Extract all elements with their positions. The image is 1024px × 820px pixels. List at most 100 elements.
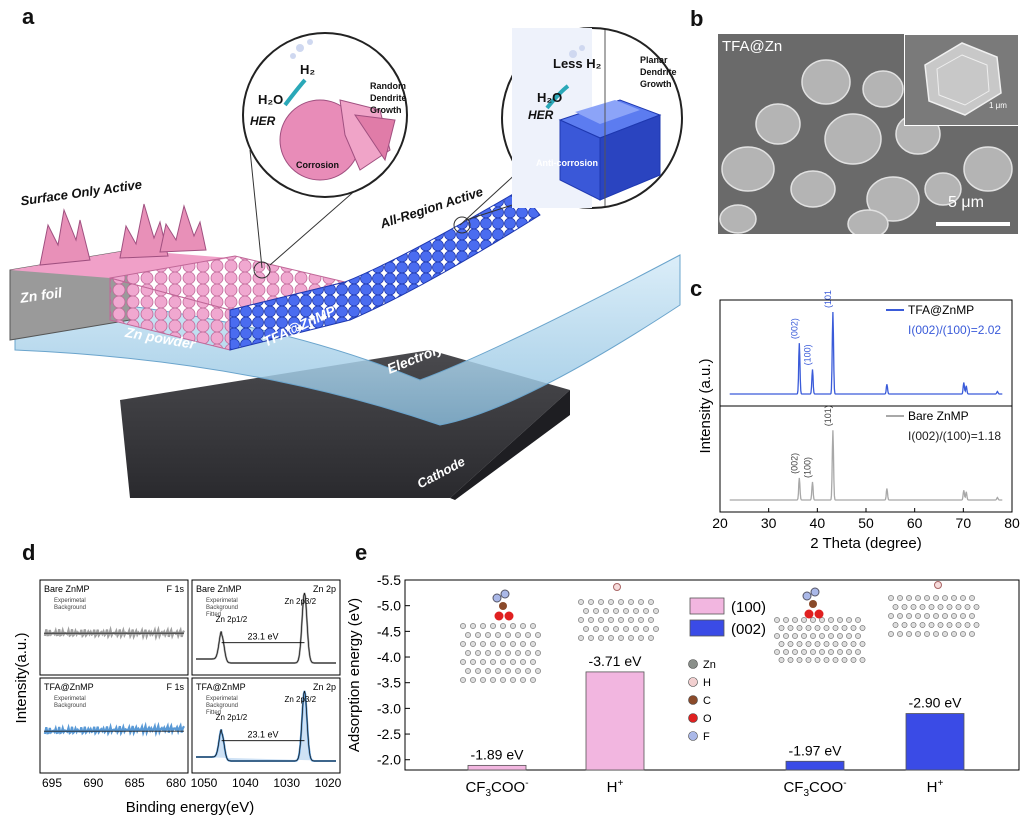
zn-atom-dot [960, 595, 966, 601]
zn-atom-dot [475, 632, 481, 638]
c-atom-dot [499, 602, 507, 610]
zn-atom-dot [520, 641, 526, 647]
xps-fitted-line [196, 592, 336, 664]
zn-atom-dot [796, 625, 803, 631]
zn-atom-dot [828, 633, 834, 639]
zn-atom-dot [787, 641, 794, 647]
zn-atom-dot [901, 604, 908, 610]
zn-atom-dot [593, 626, 599, 632]
zn-atom-dot [933, 613, 939, 619]
zn-atom-dot [841, 625, 848, 631]
xrd-y-axis-label: Intensity (a.u.) [697, 358, 714, 453]
zn-atom-dot [906, 595, 912, 601]
panel-label-a: a [22, 4, 35, 29]
zn-atom-dot [460, 677, 466, 683]
zn-atom-dot [910, 604, 917, 610]
zn-atom-dot [955, 604, 962, 610]
xrd-peak-label: (100) [802, 344, 812, 365]
zn-atom-dot [837, 649, 843, 655]
adsorption-bar-label: -3.71 eV [589, 653, 643, 669]
xrd-x-tick-label: 60 [907, 515, 923, 531]
zn-atom-dot [470, 641, 476, 647]
zn-atom-dot [598, 617, 604, 623]
f-atom-dot [500, 589, 510, 599]
zn-atom-dot [500, 659, 506, 665]
atom-legend-label: Zn [703, 659, 716, 671]
zn-atom-dot [787, 625, 794, 631]
xps-legend-entry: Background [54, 703, 86, 709]
o-atom-dot [804, 609, 814, 619]
zn-atom-dot [653, 626, 659, 632]
zn-atom-dot [906, 613, 912, 619]
adsorption-bar-label: -1.97 eV [789, 742, 843, 758]
zn-atom-dot [485, 650, 491, 656]
zn-atom-dot [778, 657, 785, 663]
zn-atom-dot [535, 632, 541, 638]
h-atom-dot [934, 581, 942, 589]
zn-atom-dot [783, 633, 789, 639]
zn-atom-dot [608, 617, 614, 623]
adsorption-y-axis-label: Adsorption energy (eV) [346, 598, 363, 752]
f-atom-dot [492, 593, 502, 603]
o-atom-dot [814, 609, 824, 619]
zn-atom-dot [928, 604, 935, 610]
zn-atom-dot [859, 625, 866, 631]
xps-split-label: 23.1 eV [248, 730, 279, 740]
zn-atom-dot [810, 617, 816, 623]
zn-atom-dot [828, 617, 834, 623]
zn-atom-dot [796, 657, 803, 663]
zn-atom-dot [608, 635, 614, 641]
zn-atom-dot [490, 677, 496, 683]
zn-atom-dot [832, 641, 839, 647]
zn-atom-dot [810, 633, 816, 639]
xps-f1s-tick: 685 [125, 776, 145, 790]
zn-atom-dot [960, 613, 966, 619]
zn-atom-dot [855, 617, 861, 623]
zn-atom-dot [510, 623, 516, 629]
xps-subplot-frame [39, 579, 189, 676]
zn-atom-dot [475, 668, 481, 674]
xps-legend-entry: Fitted [206, 612, 221, 618]
zn-atom-dot [460, 659, 466, 665]
zn-atom-dot [855, 633, 861, 639]
adsorption-y-tick-label: -4.0 [377, 649, 401, 665]
zn-atom-dot [805, 625, 812, 631]
zn-atom-dot [823, 641, 830, 647]
zn-atom-dot [618, 599, 624, 605]
xps-sample-label: TFA@ZnMP [44, 682, 94, 692]
adsorption-y-tick-label: -4.5 [377, 623, 401, 639]
xps-sample-label: Bare ZnMP [196, 584, 242, 594]
zn-atom-dot [520, 623, 526, 629]
zn-atom-dot [515, 668, 521, 674]
h2o-label-right: H₂O [537, 90, 563, 105]
xrd-peak-label: (002) [789, 318, 799, 339]
zn-atom-dot [792, 649, 798, 655]
zn-atom-dot [960, 631, 966, 637]
zn-atom-dot [973, 622, 980, 628]
atom-legend-dot [688, 695, 698, 705]
adsorption-category-label: CF3COO- [465, 778, 528, 799]
xps-f1s-tick: 680 [166, 776, 186, 790]
h2o-label-left: H₂O [258, 92, 284, 107]
facet-legend-swatch [689, 619, 725, 637]
zn-atom-dot [470, 659, 476, 665]
panel-label-c: c [690, 276, 703, 301]
zn-atom-dot [510, 641, 516, 647]
zn-atom-dot [520, 659, 526, 665]
zn-atom-dot [515, 632, 521, 638]
zn-atom-dot [846, 649, 852, 655]
zn-atom-dot [500, 623, 506, 629]
zn-atom-dot [470, 677, 476, 683]
xps-legend-entry: Experimetal [54, 598, 86, 604]
adsorption-bar-label: -2.90 eV [909, 695, 963, 711]
zn-atom-dot [588, 617, 594, 623]
corrosion-label: Corrosion [296, 160, 340, 170]
xps-zn2p-tick: 1040 [232, 776, 259, 790]
zn-atom-dot [633, 608, 639, 614]
zn-atom-dot [801, 633, 807, 639]
atom-legend-label: F [703, 731, 710, 743]
zn-atom-dot [832, 657, 839, 663]
zn-atom-dot [500, 641, 506, 647]
zn-atom-dot [633, 626, 639, 632]
